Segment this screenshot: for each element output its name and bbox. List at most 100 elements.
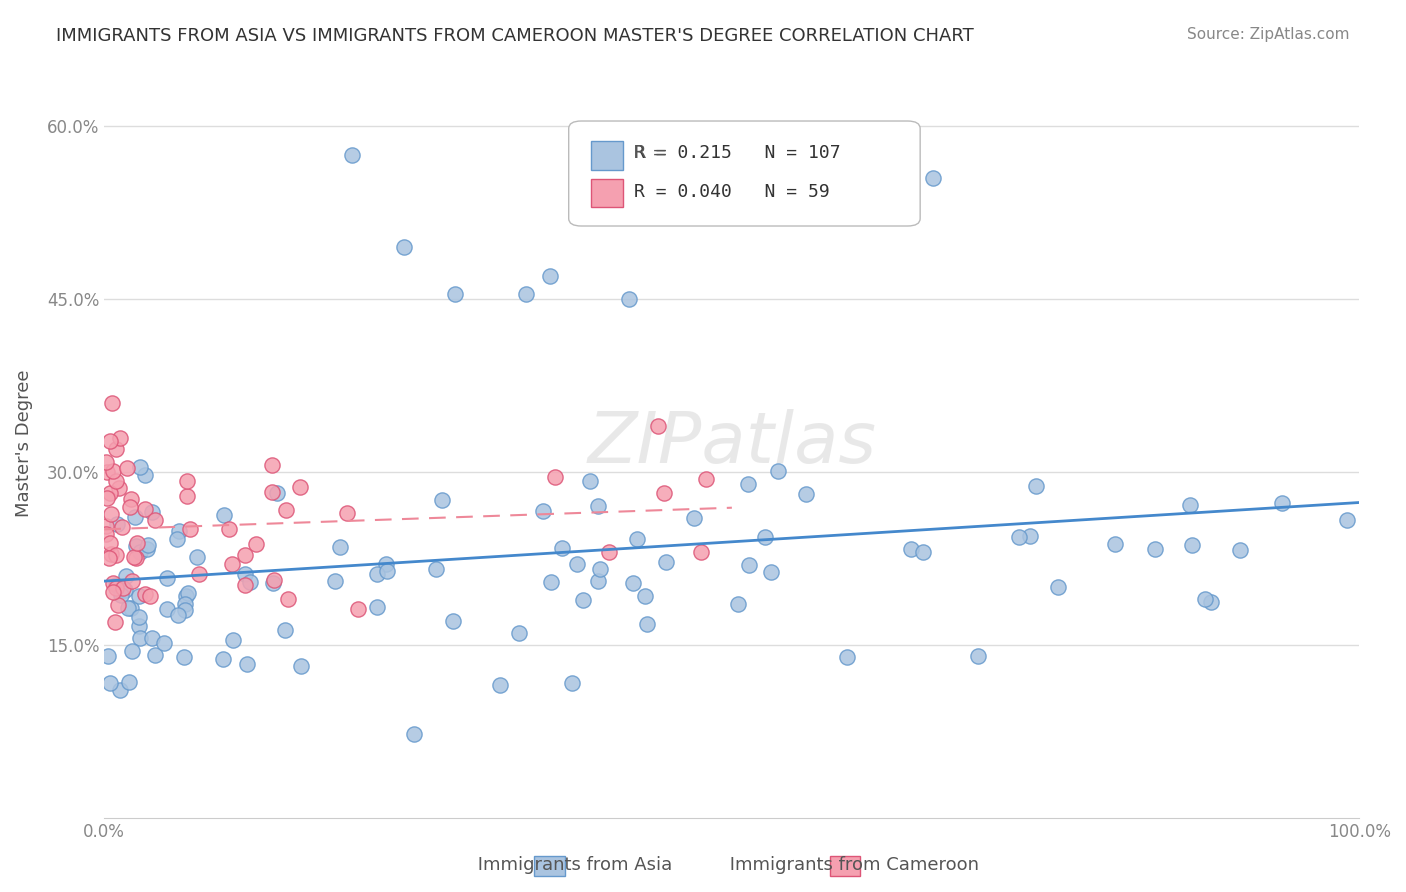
Point: [118, 674, 141, 689]
Point: [560, 676, 582, 690]
Point: [652, 486, 675, 500]
Point: [125, 539, 148, 553]
Point: [392, 240, 415, 254]
Point: [515, 286, 537, 301]
Point: [233, 578, 256, 592]
Point: [100, 507, 122, 521]
Point: [101, 585, 124, 599]
Point: [139, 589, 162, 603]
Point: [967, 648, 990, 663]
Point: [441, 615, 464, 629]
Point: [107, 598, 129, 612]
FancyBboxPatch shape: [534, 856, 565, 876]
Text: R =: R =: [634, 145, 673, 162]
Point: [115, 569, 138, 583]
Point: [121, 574, 143, 588]
Point: [128, 619, 150, 633]
Point: [118, 500, 141, 514]
Point: [105, 578, 128, 592]
Point: [683, 511, 706, 525]
Point: [124, 510, 146, 524]
Point: [1336, 513, 1358, 527]
Point: [1008, 530, 1031, 544]
Point: [1194, 592, 1216, 607]
Point: [129, 631, 152, 645]
Point: [104, 548, 127, 562]
Point: [218, 523, 240, 537]
Point: [212, 651, 235, 665]
Point: [621, 575, 644, 590]
Point: [174, 597, 197, 611]
Point: [94, 518, 117, 533]
Point: [110, 683, 132, 698]
Point: [173, 603, 195, 617]
Point: [105, 516, 128, 531]
Point: [105, 474, 128, 488]
Point: [143, 514, 166, 528]
Point: [1144, 541, 1167, 556]
Point: [1229, 542, 1251, 557]
Point: [598, 545, 620, 559]
Text: IMMIGRANTS FROM ASIA VS IMMIGRANTS FROM CAMEROON MASTER'S DEGREE CORRELATION CHA: IMMIGRANTS FROM ASIA VS IMMIGRANTS FROM …: [56, 27, 974, 45]
Point: [176, 489, 198, 503]
Point: [236, 657, 259, 671]
Point: [567, 557, 589, 571]
Point: [214, 508, 236, 522]
Point: [260, 458, 283, 472]
Point: [156, 602, 179, 616]
Point: [98, 485, 121, 500]
Point: [402, 727, 425, 741]
Point: [274, 624, 297, 638]
Point: [94, 455, 117, 469]
Point: [128, 589, 150, 603]
Point: [128, 545, 150, 559]
Point: [366, 566, 388, 581]
Point: [134, 468, 156, 483]
Point: [375, 564, 398, 578]
Point: [617, 293, 640, 307]
Point: [141, 505, 163, 519]
Point: [626, 532, 648, 546]
Point: [754, 530, 776, 544]
Point: [136, 537, 159, 551]
Point: [690, 545, 713, 559]
Point: [727, 597, 749, 611]
Point: [94, 527, 117, 541]
Text: R = 0.215   N = 107: R = 0.215 N = 107: [634, 145, 841, 162]
Point: [96, 466, 118, 480]
Point: [266, 486, 288, 500]
Point: [117, 600, 139, 615]
Text: R = 0.040   N = 59: R = 0.040 N = 59: [634, 183, 830, 202]
Y-axis label: Master's Degree: Master's Degree: [15, 370, 32, 517]
Point: [655, 555, 678, 569]
Point: [1271, 496, 1294, 510]
Point: [588, 574, 610, 589]
Point: [167, 524, 190, 538]
Point: [114, 583, 136, 598]
Point: [737, 477, 759, 491]
Point: [103, 464, 125, 478]
Point: [105, 442, 128, 457]
Point: [235, 548, 257, 562]
Point: [342, 148, 364, 162]
Point: [274, 502, 297, 516]
Point: [167, 607, 190, 622]
Point: [166, 532, 188, 546]
Point: [221, 557, 243, 571]
Point: [430, 493, 453, 508]
Point: [1046, 580, 1069, 594]
Text: ZIPatlas: ZIPatlas: [588, 409, 876, 478]
Point: [101, 576, 124, 591]
Point: [761, 566, 783, 580]
Point: [177, 586, 200, 600]
Point: [125, 535, 148, 549]
Point: [111, 520, 134, 534]
Point: [347, 602, 370, 616]
Point: [108, 481, 131, 495]
Point: [1104, 537, 1126, 551]
Point: [508, 625, 530, 640]
Point: [174, 589, 197, 603]
Point: [98, 676, 121, 690]
Point: [837, 649, 859, 664]
Point: [922, 171, 945, 186]
